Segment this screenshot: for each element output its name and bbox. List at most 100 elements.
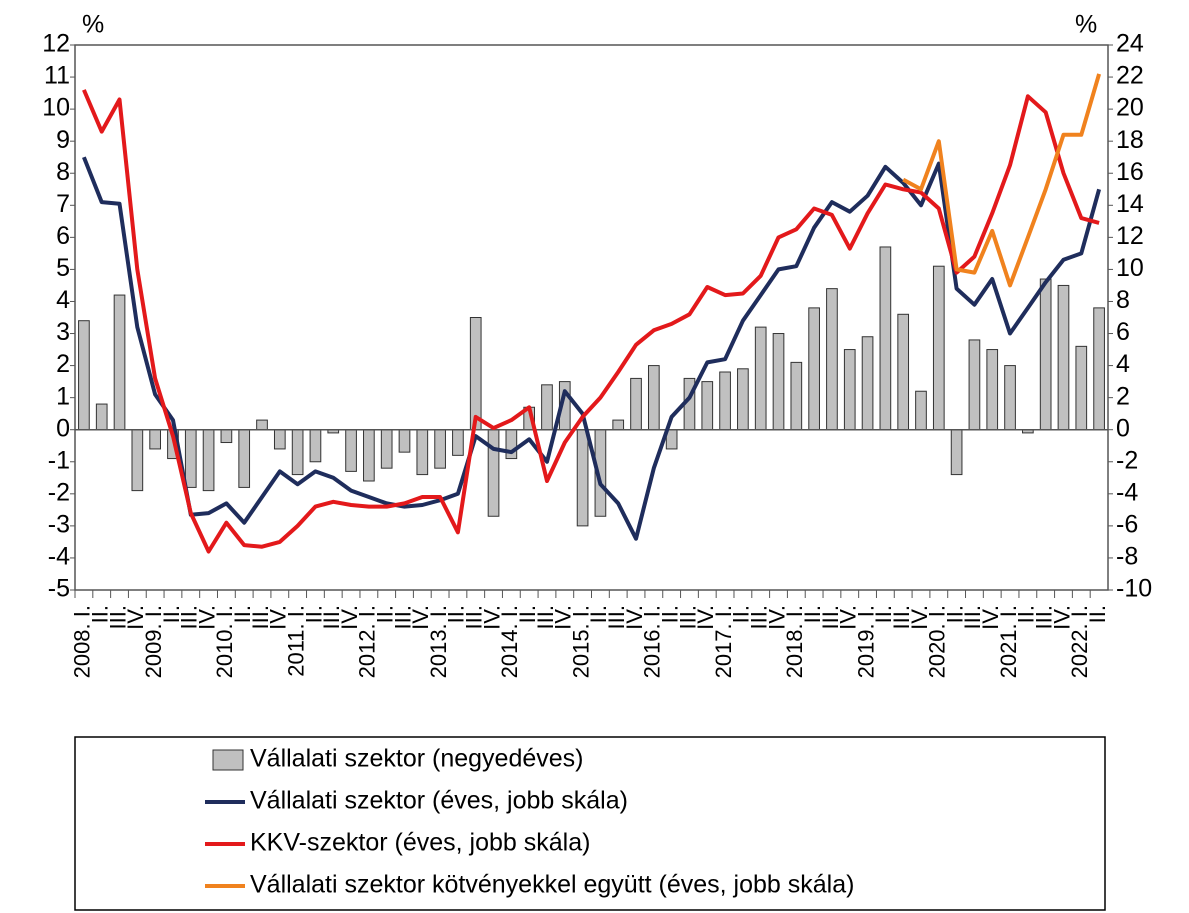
bar xyxy=(1039,278,1052,431)
y-tick-label: 2 xyxy=(56,350,70,378)
x-tick-label: III. xyxy=(177,605,202,629)
bar xyxy=(772,333,785,431)
x-tick-label: 2016. I. xyxy=(640,605,665,678)
y-tick-label: 4 xyxy=(56,286,70,314)
x-tick-label: III. xyxy=(1031,605,1056,629)
y-tick-label: 0 xyxy=(56,414,70,442)
x-tick-label: 2019. I. xyxy=(853,605,878,678)
y2-tick-label: 18 xyxy=(1116,126,1144,154)
x-tick-label: III. xyxy=(319,605,344,629)
legend-label: KKV-szektor (éves, jobb skála) xyxy=(250,829,590,857)
legend-label: Vállalati szektor (éves, jobb skála) xyxy=(250,787,628,815)
bar xyxy=(416,429,429,476)
bar xyxy=(647,365,660,431)
x-tick-label: II. xyxy=(657,605,682,623)
bar xyxy=(505,429,518,460)
y2-tick-label: 16 xyxy=(1116,158,1144,186)
x-tick-label: 2020. I. xyxy=(925,605,950,678)
x-tick-label: II. xyxy=(942,605,967,623)
x-tick-label: 2011. I. xyxy=(283,605,308,677)
y-tick-label: 7 xyxy=(56,190,70,218)
bar xyxy=(950,429,963,476)
x-tick-label: III. xyxy=(604,605,629,629)
bar xyxy=(291,429,304,476)
x-tick-label: III. xyxy=(533,605,558,629)
y-tick-label: 5 xyxy=(56,254,70,282)
legend-label: Vállalati szektor kötvényekkel együtt (é… xyxy=(250,871,854,899)
x-tick-label: 2021. I. xyxy=(996,605,1021,678)
x-tick-label: II. xyxy=(444,605,469,623)
bar xyxy=(202,429,215,492)
bar xyxy=(968,339,981,431)
bar xyxy=(309,429,322,463)
x-tick-label: IV. xyxy=(1049,605,1074,630)
x-tick-label: IV. xyxy=(978,605,1003,630)
y-tick-label: 12 xyxy=(42,30,70,58)
bar xyxy=(790,361,803,431)
bar xyxy=(131,429,144,492)
y-tick-label: 3 xyxy=(56,318,70,346)
x-tick-label: II. xyxy=(515,605,540,623)
x-tick-label: III. xyxy=(390,605,415,629)
x-tick-label: III. xyxy=(248,605,273,629)
x-tick-label: III. xyxy=(462,605,487,629)
x-tick-label: IV. xyxy=(693,605,718,630)
bar xyxy=(897,313,910,431)
bar xyxy=(220,429,233,444)
y2-tick-label: 12 xyxy=(1116,222,1144,250)
x-tick-label: 2022. I. xyxy=(1067,605,1092,678)
x-tick-label: 2009. I. xyxy=(141,605,166,678)
x-tick-label: IV. xyxy=(551,605,576,630)
legend-swatch xyxy=(212,749,244,771)
y2-tick-label: 6 xyxy=(1116,318,1130,346)
y-tick-label: 11 xyxy=(44,62,70,90)
bar xyxy=(612,419,625,431)
bar xyxy=(915,390,927,431)
y-tick-label: 1 xyxy=(56,382,70,410)
y-tick-label: 6 xyxy=(56,222,70,250)
bar xyxy=(1075,345,1088,431)
line xyxy=(82,89,1100,554)
x-tick-label: 2017. I. xyxy=(711,605,736,678)
y-tick-label: -4 xyxy=(48,543,70,571)
x-tick-label: III. xyxy=(818,605,843,629)
bar xyxy=(541,384,553,431)
bar xyxy=(986,349,999,431)
legend-box xyxy=(74,736,1106,911)
x-tick-label: II. xyxy=(1014,605,1039,623)
x-tick-label: IV. xyxy=(408,605,433,630)
x-tick-label: III. xyxy=(747,605,772,629)
x-tick-label: III. xyxy=(105,605,130,629)
y-tick-label: 9 xyxy=(56,126,70,154)
x-tick-label: IV. xyxy=(907,605,932,630)
x-tick-label: II. xyxy=(88,605,113,623)
x-tick-label: II. xyxy=(871,605,896,623)
x-tick-label: II. xyxy=(800,605,825,623)
y2-tick-label: 8 xyxy=(1116,286,1130,314)
bar xyxy=(1093,307,1105,431)
y-unit-label: % xyxy=(82,11,104,39)
x-tick-label: 2012. I. xyxy=(355,605,380,678)
bar xyxy=(345,429,357,472)
y2-tick-label: -10 xyxy=(1116,575,1152,603)
y2-tick-label: -4 xyxy=(1116,478,1138,506)
y-tick-label: 10 xyxy=(42,94,70,122)
bar xyxy=(719,371,731,431)
x-tick-label: IV. xyxy=(622,605,647,630)
bar xyxy=(78,320,90,431)
x-tick-label: 2015. I. xyxy=(568,605,593,678)
y-tick-label: -1 xyxy=(48,446,70,474)
x-tick-label: II. xyxy=(301,605,326,623)
x-tick-label: III. xyxy=(675,605,700,629)
line xyxy=(82,156,1102,541)
bar xyxy=(273,429,286,450)
y2-tick-label: 14 xyxy=(1116,190,1144,218)
x-tick-label: IV. xyxy=(194,605,219,630)
y2-tick-label: 22 xyxy=(1116,62,1144,90)
y-tick-label: -5 xyxy=(48,575,70,603)
bar xyxy=(808,307,820,431)
bar xyxy=(843,349,856,431)
line xyxy=(902,73,1102,288)
x-tick-label: II. xyxy=(729,605,754,623)
